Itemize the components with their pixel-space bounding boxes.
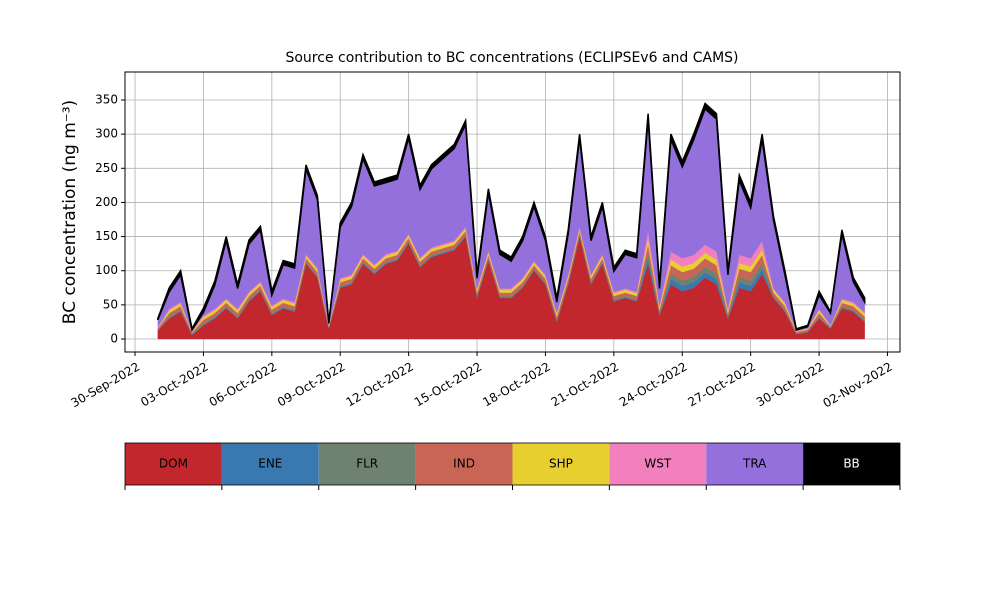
y-tick-label: 200 [95, 195, 118, 209]
legend-label: ENE [258, 457, 282, 471]
x-tick-label: 18-Oct-2022 [480, 360, 552, 410]
x-tick-label: 24-Oct-2022 [617, 360, 689, 410]
y-tick-label: 300 [95, 127, 118, 141]
x-tick-label: 06-Oct-2022 [207, 360, 279, 410]
y-axis-label: BC concentration (ng m⁻³) [60, 100, 80, 324]
x-tick-label: 30-Oct-2022 [754, 360, 826, 410]
legend-swatch [318, 443, 416, 485]
area-bb [157, 102, 866, 333]
legend-label: WST [644, 457, 671, 471]
x-tick-label: 03-Oct-2022 [138, 360, 210, 410]
y-tick-label: 50 [103, 297, 118, 311]
x-tick-label: 21-Oct-2022 [549, 360, 621, 410]
y-tick-label: 100 [95, 263, 118, 277]
legend-swatch [512, 443, 610, 485]
y-tick-label: 0 [110, 332, 118, 346]
chart-title: Source contribution to BC concentrations… [285, 50, 738, 66]
legend-swatch [803, 443, 900, 485]
legend-label: FLR [356, 457, 378, 471]
x-tick-label: 02-Nov-2022 [821, 360, 895, 411]
x-tick-label: 27-Oct-2022 [685, 360, 757, 410]
y-tick-label: 150 [95, 229, 118, 243]
legend-swatch [415, 443, 513, 485]
plot-frame [124, 71, 901, 353]
x-tick-label: 30-Sep-2022 [69, 360, 143, 411]
legend-label: IND [453, 457, 475, 471]
y-tick-label: 250 [95, 161, 118, 175]
legend-label: SHP [549, 457, 573, 471]
legend-label: TRA [742, 457, 767, 471]
y-tick-label: 350 [95, 93, 118, 107]
x-tick-label: 12-Oct-2022 [343, 360, 415, 410]
legend-swatch [221, 443, 319, 485]
legend-swatch [609, 443, 707, 485]
x-tick-label: 15-Oct-2022 [412, 360, 484, 410]
legend-frame [124, 442, 901, 486]
legend-label: BB [843, 457, 859, 471]
legend-label: DOM [159, 457, 188, 471]
x-tick-label: 09-Oct-2022 [275, 360, 347, 410]
legend-swatch [706, 443, 804, 485]
legend-swatch [125, 443, 222, 485]
